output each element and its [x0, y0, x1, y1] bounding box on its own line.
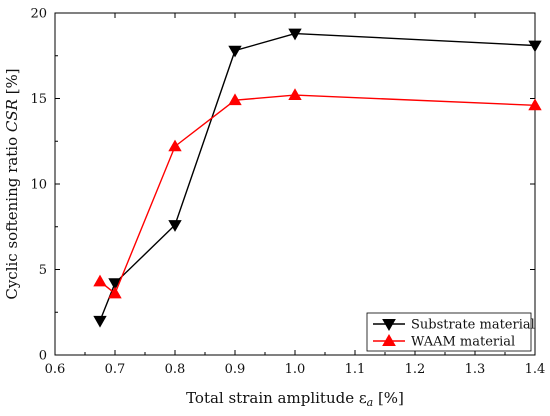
y-axis-label-italic: CSR [3, 99, 21, 132]
x-tick-label: 0.6 [45, 362, 66, 377]
legend-marker [382, 319, 396, 332]
legend-label: Substrate material [411, 318, 535, 333]
x-tick-label: 1.0 [285, 362, 306, 377]
data-point [288, 88, 302, 100]
x-tick-label: 0.9 [225, 362, 246, 377]
y-axis-label: Cyclic softening ratio CSR [%] [3, 68, 21, 299]
data-point [93, 315, 107, 328]
series-1 [93, 28, 542, 328]
legend-marker [382, 333, 396, 346]
y-axis-label-main: Cyclic softening ratio [3, 132, 21, 300]
x-tick-label: 1.4 [525, 362, 546, 377]
y-axis: 0 5 10 15 20 [30, 7, 535, 364]
data-point [108, 286, 122, 299]
x-axis-label: Total strain amplitude εa [%] [186, 389, 404, 409]
data-point [228, 45, 242, 58]
x-tick-label: 1.1 [345, 362, 366, 377]
legend-entry: WAAM material [373, 333, 515, 350]
plot-frame [54, 12, 536, 356]
data-point [228, 93, 242, 106]
series-layer [93, 28, 542, 328]
x-tick-label: 1.2 [405, 362, 426, 377]
x-axis-label-unit: [%] [373, 389, 404, 407]
x-tick-label: 1.3 [465, 362, 486, 377]
data-point [168, 220, 182, 232]
data-point [93, 274, 107, 287]
legend: Substrate material WAAM material [366, 312, 535, 352]
x-tick-label: 0.7 [105, 362, 126, 377]
x-axis-label-main: Total strain amplitude ε [186, 389, 367, 407]
y-tick-label: 5 [39, 263, 47, 278]
data-point [288, 28, 302, 41]
data-point [528, 98, 542, 111]
y-tick-label: 15 [30, 92, 47, 107]
legend-entry: Substrate material [373, 318, 535, 333]
x-axis: 0.6 0.7 0.8 0.9 1.0 1.1 1.2 1.3 1.4 [45, 13, 546, 377]
plot-area [54, 12, 536, 356]
y-tick-label: 10 [30, 178, 47, 193]
series-line [99, 94, 536, 295]
x-axis-label-sub: a [367, 396, 374, 409]
data-point [108, 278, 122, 290]
series-line [99, 32, 536, 322]
data-point [168, 139, 182, 152]
data-point [528, 40, 542, 53]
y-tick-label: 0 [39, 349, 47, 364]
y-tick-label: 20 [30, 7, 47, 22]
series-2 [93, 88, 542, 299]
legend-label: WAAM material [411, 335, 515, 350]
y-axis-label-unit: [%] [3, 68, 21, 99]
x-tick-label: 0.8 [165, 362, 186, 377]
